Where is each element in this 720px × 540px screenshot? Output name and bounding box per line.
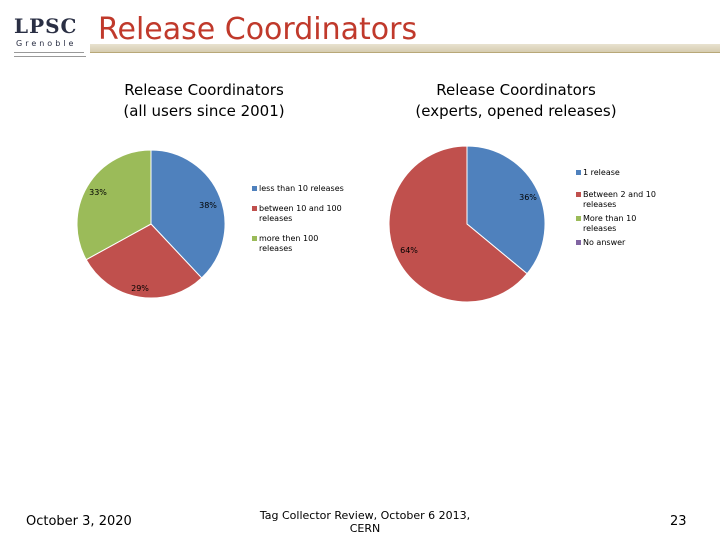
legend-swatch [252, 236, 257, 241]
chart2-legend-item: More than 10 releases [576, 214, 660, 234]
logo-lab-lines [14, 50, 94, 57]
chart1-legend: less than 10 releases between 10 and 100… [252, 184, 352, 264]
chart1-title-line2: (all users since 2001) [123, 102, 285, 120]
chart2-slice-1 [388, 145, 528, 303]
legend-swatch [252, 206, 257, 211]
chart2-legend-item: 1 release [576, 168, 660, 178]
slide-title: Release Coordinators [98, 12, 418, 47]
chart1-slice-2 [76, 149, 152, 261]
legend-swatch [576, 216, 581, 221]
chart2-legend: 1 release Between 2 and 10 releases More… [576, 168, 660, 258]
footer-event: Tag Collector Review, October 6 2013, CE… [259, 509, 471, 535]
chart1-slice-1 [85, 223, 203, 299]
legend-label: More than 10 releases [583, 214, 637, 233]
legend-swatch [576, 240, 581, 245]
chart2-data-label: 64% [400, 246, 418, 255]
chart2-slice-0 [466, 145, 546, 275]
chart1-data-label: 33% [89, 188, 107, 197]
legend-label: less than 10 releases [259, 184, 344, 193]
logo-name: LPSC [14, 14, 78, 38]
legend-label: between 10 and 100 releases [259, 204, 342, 223]
legend-swatch [576, 192, 581, 197]
chart2-title-line1: Release Coordinators [436, 81, 596, 99]
footer-date: October 3, 2020 [26, 514, 132, 529]
chart1-data-label: 38% [199, 201, 217, 210]
legend-swatch [252, 186, 257, 191]
chart2-title-line2: (experts, opened releases) [415, 102, 617, 120]
legend-label: 1 release [583, 168, 620, 177]
legend-label: No answer [583, 238, 626, 247]
chart1-legend-item: less than 10 releases [252, 184, 352, 194]
chart1-legend-item: more then 100 releases [252, 234, 337, 254]
chart2-data-label: 36% [519, 193, 537, 202]
legend-label: more then 100 releases [259, 234, 319, 253]
legend-swatch [576, 170, 581, 175]
footer-page-number: 23 [670, 514, 687, 529]
chart1-slice-0 [150, 149, 226, 279]
chart2-title: Release Coordinators (experts, opened re… [396, 80, 636, 122]
lpsc-logo: LPSC Grenoble [14, 14, 92, 64]
chart1-title-line1: Release Coordinators [124, 81, 284, 99]
chart1-data-label: 29% [131, 284, 149, 293]
chart2-legend-item: No answer [576, 238, 660, 248]
header-band [90, 44, 720, 52]
header-line [90, 52, 720, 53]
chart1-title: Release Coordinators (all users since 20… [104, 80, 304, 122]
chart2-legend-item: Between 2 and 10 releases [576, 190, 660, 210]
chart1-legend-item: between 10 and 100 releases [252, 204, 351, 224]
logo-city: Grenoble [16, 39, 77, 48]
legend-label: Between 2 and 10 releases [583, 190, 656, 209]
